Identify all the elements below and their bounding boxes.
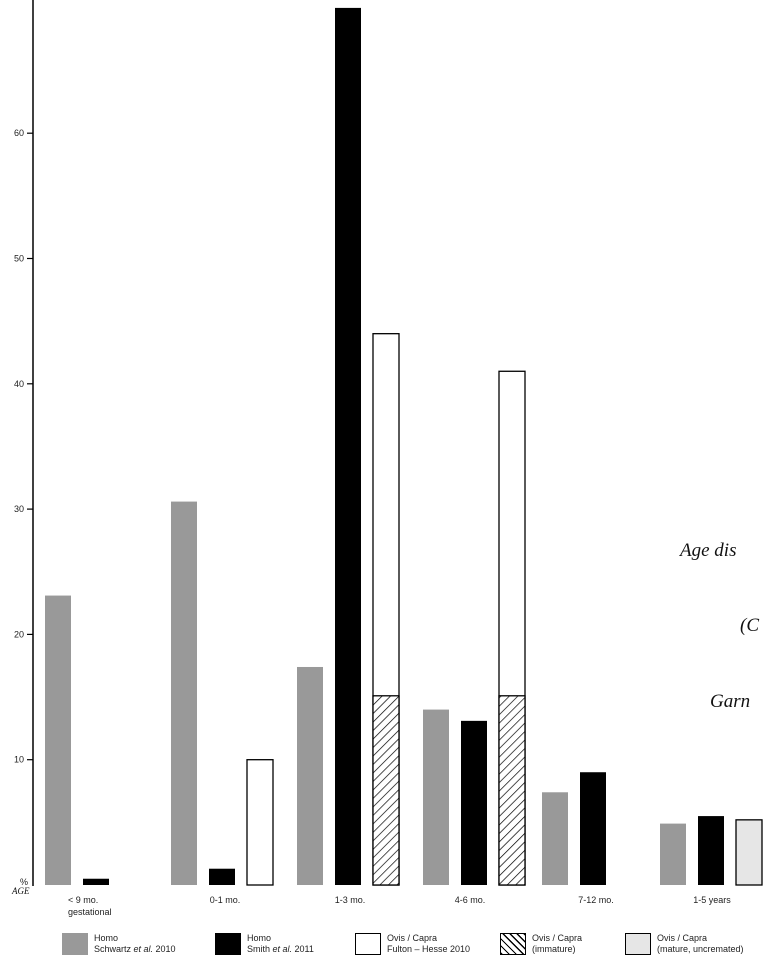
bar-homo_smith xyxy=(335,7,361,885)
legend-swatch xyxy=(625,933,651,955)
legend-item: Ovis / Capra Fulton – Hesse 2010 xyxy=(355,933,470,959)
y-tick-label: 10 xyxy=(14,755,24,765)
annotation-text: Garn xyxy=(710,691,750,712)
y-axis-label: % xyxy=(20,877,28,887)
legend-item: Homo Smith et al. 2011 xyxy=(215,933,314,959)
bar-homo_schwartz xyxy=(297,666,323,885)
legend-swatch xyxy=(500,933,526,955)
x-tick-label: 1-5 years xyxy=(693,895,731,905)
legend-swatch xyxy=(355,933,381,955)
annotation-text: (C xyxy=(740,615,759,636)
x-tick-label: 4-6 mo. xyxy=(455,895,486,905)
y-tick-label: 40 xyxy=(14,379,24,389)
bar-homo_smith xyxy=(209,868,235,885)
bar-homo_smith xyxy=(461,720,487,885)
legend-label: Homo Schwartz et al. 2010 xyxy=(94,933,176,954)
bar-homo_schwartz xyxy=(171,501,197,885)
bar-homo_schwartz xyxy=(423,709,449,885)
x-tick-label: 0-1 mo. xyxy=(210,895,241,905)
legend-label: Ovis / Capra (immature) xyxy=(532,933,583,954)
y-tick-label: 20 xyxy=(14,629,24,639)
y-tick-label: 50 xyxy=(14,254,24,264)
y-tick-label: 60 xyxy=(14,128,24,138)
y-tick-label: 30 xyxy=(14,504,24,514)
legend-swatch xyxy=(215,933,241,955)
x-tick-label: 1-3 mo. xyxy=(335,895,366,905)
bar-homo_schwartz xyxy=(660,823,686,885)
bar-segment-ovis-immature xyxy=(372,695,400,886)
x-axis-label: AGE xyxy=(11,886,30,896)
bar-homo_smith xyxy=(580,772,606,885)
annotation-text: Age dis xyxy=(678,540,736,561)
legend-label: Ovis / Capra (mature, uncremated) xyxy=(657,933,744,954)
legend-item: Ovis / Capra (mature, uncremated) xyxy=(625,933,744,959)
x-tick-label: gestational xyxy=(68,907,112,917)
bar-homo_smith xyxy=(698,816,724,885)
bar-ovis_total xyxy=(246,759,274,886)
x-tick-label: 7-12 mo. xyxy=(578,895,614,905)
legend-item: Ovis / Capra (immature) xyxy=(500,933,582,959)
legend-label: Ovis / Capra Fulton – Hesse 2010 xyxy=(387,933,471,954)
legend-swatch xyxy=(62,933,88,955)
bar-homo_smith xyxy=(83,878,109,885)
bar-homo_schwartz xyxy=(542,792,568,885)
bar-homo_schwartz xyxy=(45,595,71,885)
x-tick-label: < 9 mo. xyxy=(68,895,98,905)
bar-segment-ovis-immature xyxy=(498,695,526,886)
bar-chart: 10 20 30 40 50 60%AGE < 9 mo. gestational 0-1 m… xyxy=(11,0,763,917)
bar-ovis_mature xyxy=(735,819,763,886)
legend-item: Homo Schwartz et al. 2010 xyxy=(62,933,176,959)
legend-label: Homo Smith et al. 2011 xyxy=(247,933,314,954)
